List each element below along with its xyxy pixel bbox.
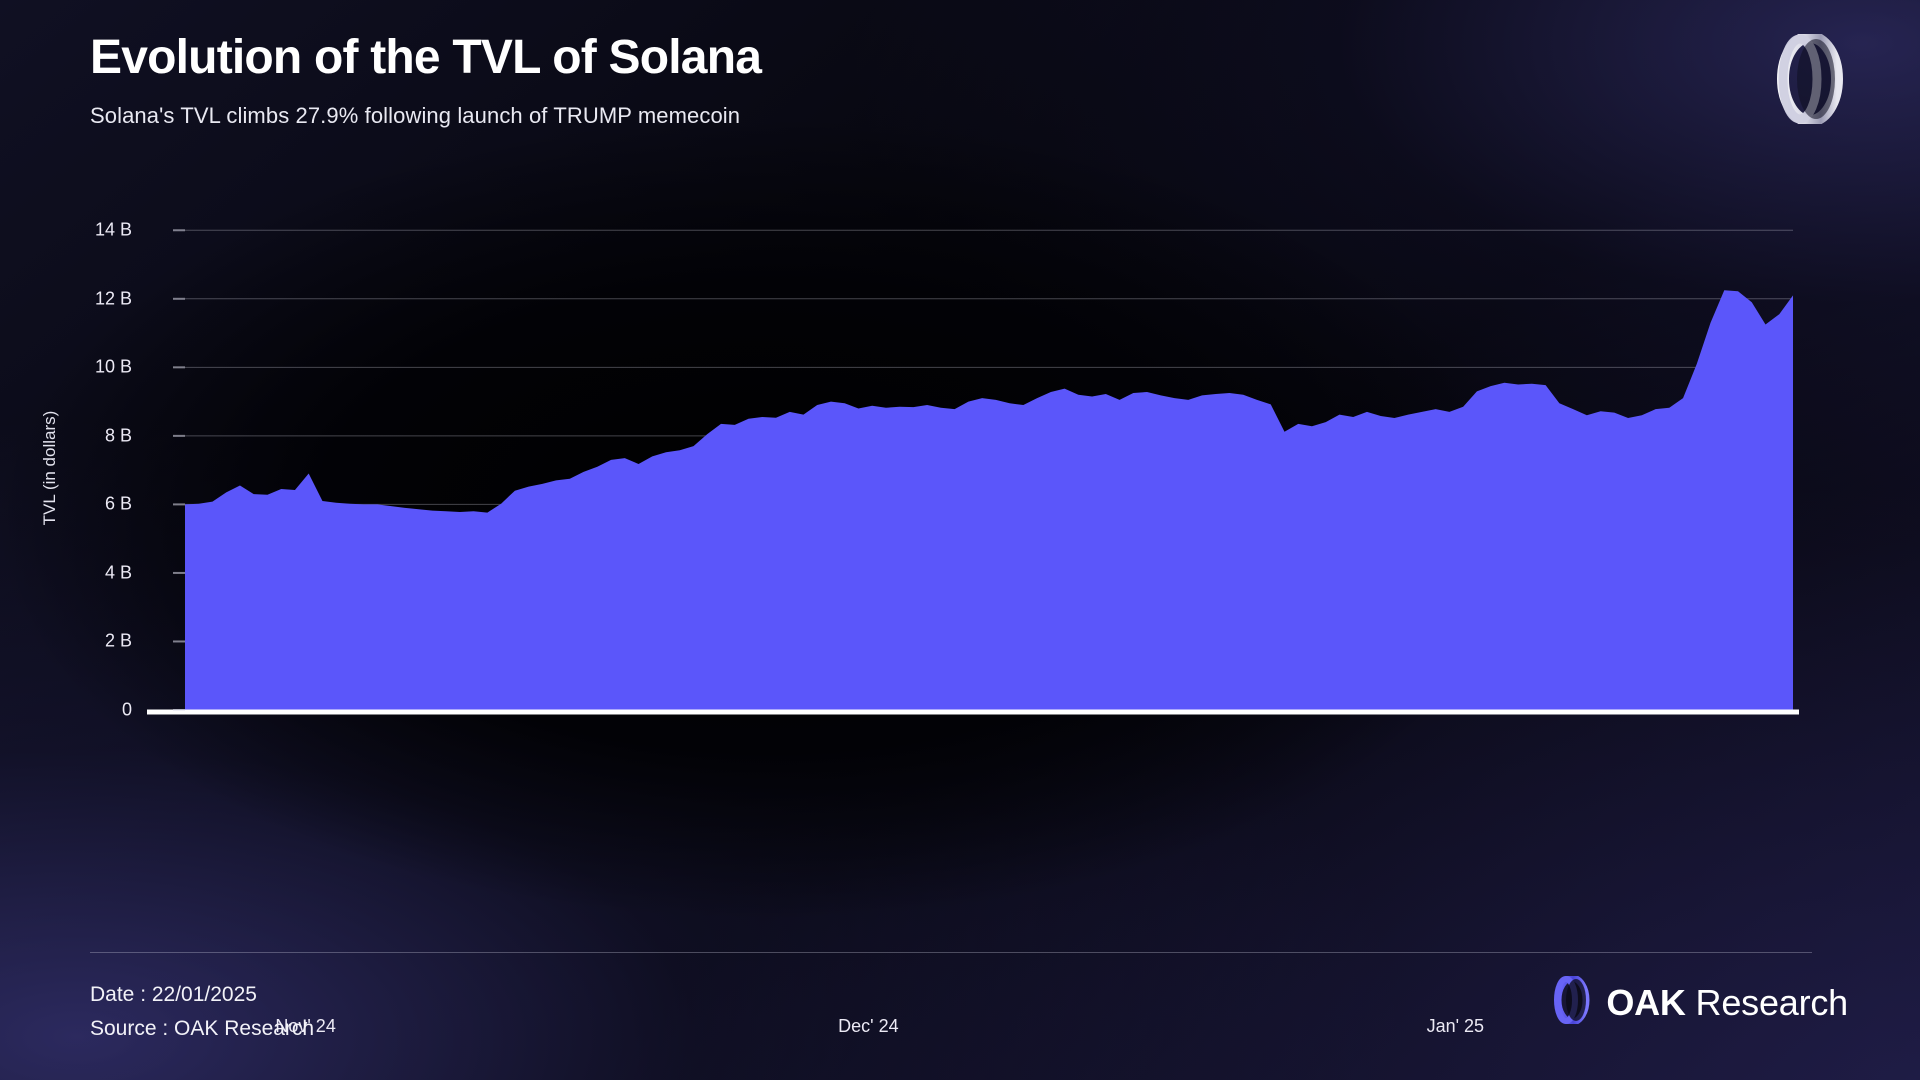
page-title: Evolution of the TVL of Solana <box>90 31 762 84</box>
y-axis-tick: 12 B <box>94 288 132 309</box>
x-axis-tick: Dec' 24 <box>838 1016 899 1036</box>
oak-research-wordmark: OAK Research <box>1606 982 1848 1024</box>
area-chart-svg <box>147 229 1799 715</box>
oak-ring-logo-icon <box>1772 31 1848 127</box>
y-axis-tick: 10 B <box>94 356 132 377</box>
y-axis-tick: 6 B <box>104 493 132 514</box>
wordmark-oak: OAK <box>1606 981 1686 1023</box>
oak-ring-mark-icon <box>1552 974 1592 1029</box>
footer-metadata: Date : 22/01/2025 Source : OAK Research <box>90 978 314 1046</box>
y-axis-tick-labels: 0 2 B 4 B 6 B 8 B 10 B 12 B 14 B <box>0 196 160 786</box>
footer-source: Source : OAK Research <box>90 1017 315 1041</box>
y-axis-tick: 4 B <box>104 562 132 583</box>
y-axis-tick: 14 B <box>94 219 132 240</box>
y-axis-tick: 0 <box>121 699 132 720</box>
footer-date: Date : 22/01/2025 <box>90 983 257 1006</box>
x-axis-tick: Jan' 25 <box>1426 1016 1485 1036</box>
tvl-area-series <box>185 290 1793 710</box>
header: Evolution of the TVL of Solana Solana's … <box>90 31 762 129</box>
footer-divider <box>90 952 1812 953</box>
y-axis-tick: 8 B <box>104 425 132 446</box>
x-axis-tick: Nov' 24 <box>275 1016 336 1036</box>
x-axis-tick-labels: Nov' 24 Dec' 24 Jan' 25 <box>0 1016 1920 1056</box>
wordmark-research: Research <box>1685 981 1849 1023</box>
page-subtitle: Solana's TVL climbs 27.9% following laun… <box>90 102 741 128</box>
y-axis-tick: 2 B <box>104 630 132 651</box>
oak-research-logo: OAK Research <box>1552 974 1848 1029</box>
y-axis-tick-marks <box>173 229 185 711</box>
